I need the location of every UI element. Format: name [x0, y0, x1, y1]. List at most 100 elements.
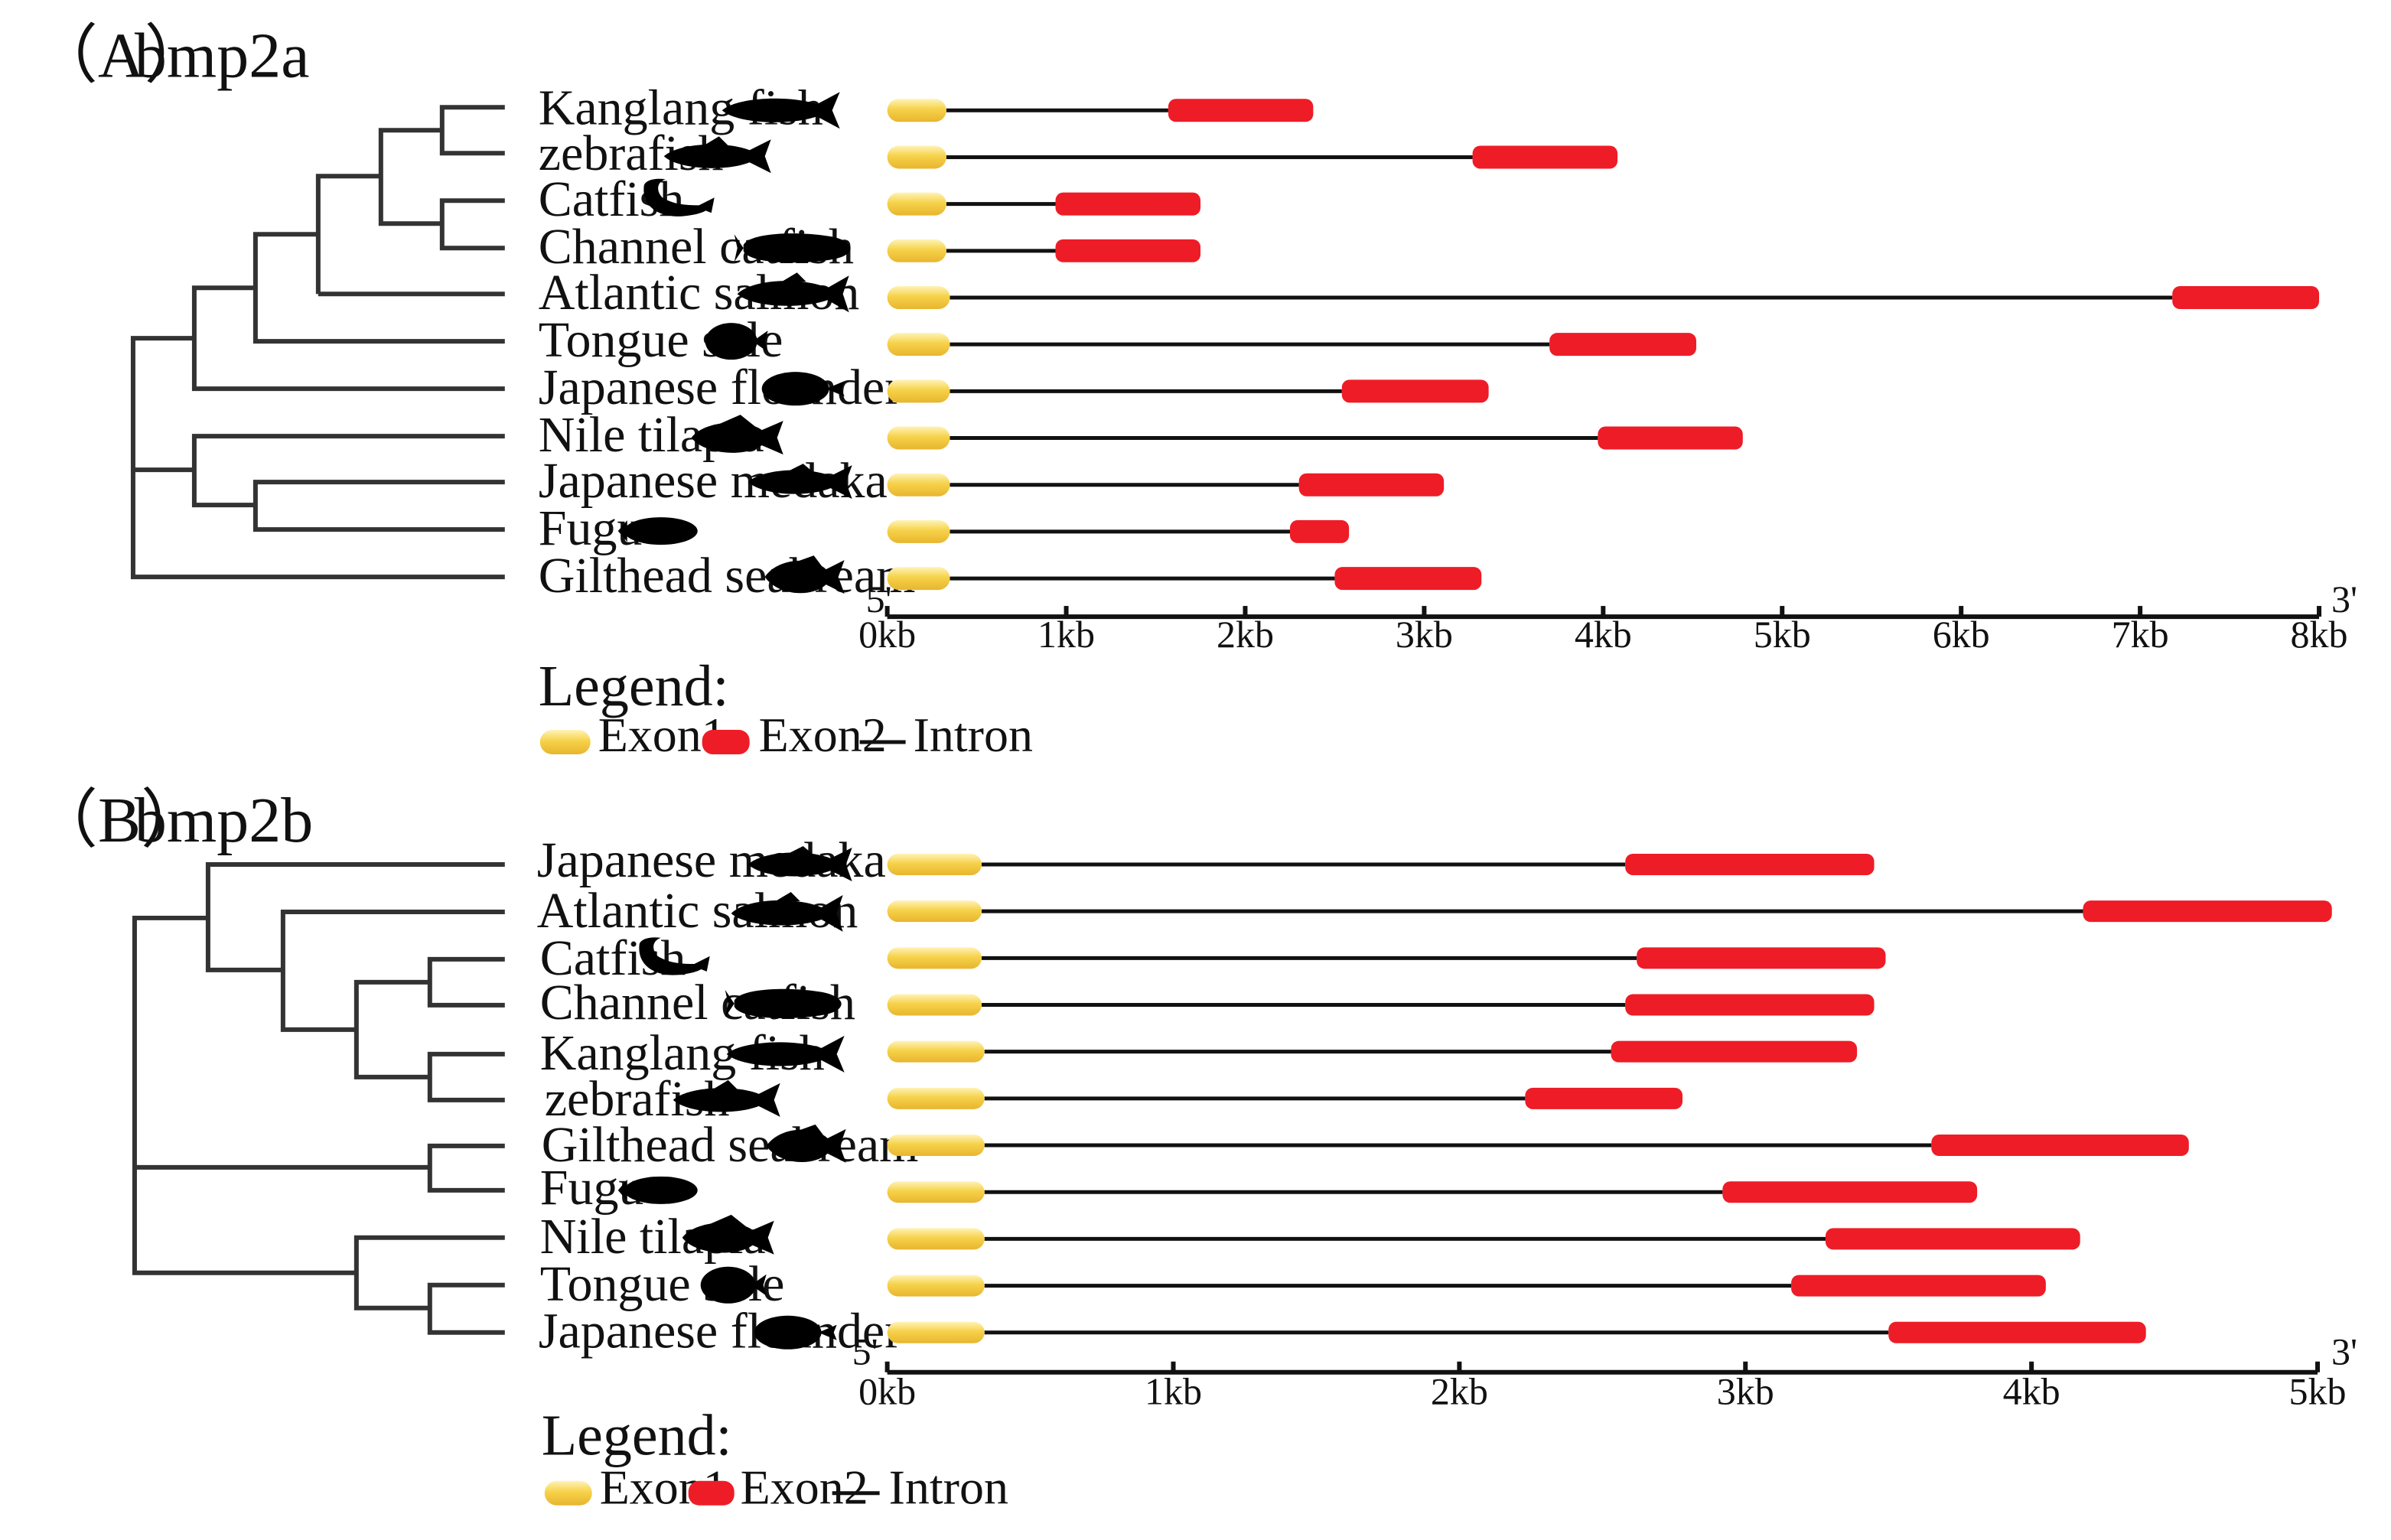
gene-track — [887, 1228, 2080, 1250]
panel-a-gene: bmp2a — [135, 20, 310, 91]
exon2-block — [1289, 519, 1350, 543]
catfish-icon — [643, 178, 715, 217]
exon2-block — [1472, 145, 1618, 169]
panel-b-gene: bmp2b — [135, 785, 313, 856]
exon2-block — [2083, 900, 2332, 923]
gene-track — [887, 1181, 1978, 1203]
gene-track — [887, 286, 2320, 309]
exon1-block — [887, 519, 950, 543]
five-prime-label: 5' — [852, 1330, 878, 1373]
gene-track — [887, 426, 1743, 450]
gene-track — [887, 567, 1482, 591]
exon1-block — [887, 145, 946, 169]
panel-b: （B） bmp2b Japanese medaka Atlantic salmo… — [34, 785, 2357, 1515]
exon2-block — [2172, 286, 2320, 309]
axis-tick-label: 1kb — [1145, 1370, 1202, 1413]
exon2-block — [1549, 333, 1696, 357]
pufferfish-icon — [617, 1176, 698, 1204]
kb-axis-a: 5' 3' 0kb 1kb 2kb 3kb 4kb 5kb 6kb 7kb 8kb — [858, 578, 2357, 656]
pufferfish-icon — [617, 517, 698, 545]
species-label: Gilthead seabream — [542, 1117, 919, 1173]
tilapia-icon — [682, 1214, 774, 1255]
axis-tick-label: 8kb — [2291, 613, 2348, 656]
axis-tick-label: 6kb — [1933, 613, 1990, 656]
gene-track — [887, 145, 1618, 169]
exon1-block — [887, 333, 950, 357]
gene-track — [887, 239, 1200, 262]
gene-tracks-b — [887, 853, 2332, 1343]
exon1-block — [887, 1275, 985, 1297]
exon2-block — [1722, 1181, 1978, 1203]
catfish-icon — [639, 937, 710, 975]
gene-track — [887, 947, 1886, 969]
exon1-block — [887, 1321, 985, 1343]
exon1-block — [887, 1228, 985, 1250]
gene-tracks-a — [887, 99, 2320, 591]
species-label: Catfish — [540, 930, 686, 986]
exon2-block — [1525, 1087, 1683, 1109]
axis-tick-label: 4kb — [2003, 1370, 2060, 1413]
gene-track — [887, 192, 1200, 216]
slender-fish-icon — [726, 1035, 845, 1073]
legend-intron-label: Intron — [914, 708, 1033, 762]
gene-track — [887, 1040, 1858, 1063]
exon1-block — [887, 853, 982, 875]
axis-tick-label: 3kb — [1396, 613, 1453, 656]
exon1-block — [887, 192, 946, 216]
slender-fish-icon — [673, 1079, 780, 1117]
slender-fish-icon — [722, 92, 840, 129]
exon1-block — [887, 239, 946, 262]
exon2-block — [1168, 99, 1314, 122]
phylo-tree-a — [130, 105, 505, 580]
exon1-block — [887, 1040, 985, 1063]
exon1-block — [887, 1087, 985, 1109]
exon2-block — [1931, 1135, 2189, 1157]
gene-track — [887, 519, 1350, 543]
exon2-block — [1791, 1275, 2046, 1297]
fish-silhouettes-a — [617, 92, 852, 594]
exon2-block — [1055, 239, 1200, 262]
salmon-icon — [737, 272, 849, 313]
exon1-block — [887, 426, 950, 450]
legend-title: Legend: — [542, 1404, 732, 1468]
exon1-block — [887, 567, 950, 591]
tilapia-icon — [691, 415, 783, 455]
fish-silhouettes-b — [617, 845, 852, 1350]
exon2-block — [1637, 947, 1886, 969]
slender-fish-icon — [748, 464, 852, 500]
gene-track — [887, 1275, 2046, 1297]
legend-exon2-swatch — [688, 1480, 735, 1506]
exon2-block — [1611, 1040, 1858, 1063]
kb-axis-b: 5' 3' 0kb 1kb 2kb 3kb 4kb 5kb — [852, 1330, 2357, 1413]
legend-title: Legend: — [539, 654, 729, 718]
seabream-icon — [764, 555, 845, 594]
gene-track — [887, 99, 1314, 122]
axis-tick-label: 0kb — [858, 613, 916, 656]
gene-track — [887, 379, 1489, 403]
axis-tick-label: 5kb — [2289, 1370, 2347, 1413]
axis-tick-label: 2kb — [1217, 613, 1274, 656]
three-prime-label: 3' — [2331, 578, 2357, 620]
exon2-block — [1055, 192, 1200, 216]
legend-exon1-swatch — [544, 1480, 592, 1506]
flatfish-icon — [705, 323, 768, 360]
axis-tick-label: 4kb — [1575, 613, 1632, 656]
salmon-icon — [731, 891, 843, 932]
legend-exon1-swatch — [539, 730, 591, 755]
exon1-block — [887, 900, 982, 923]
flatfish-icon — [700, 1266, 767, 1304]
slender-fish-icon — [748, 845, 852, 881]
exon2-block — [1341, 379, 1489, 403]
gene-track — [887, 994, 1875, 1016]
species-label: Gilthead seabream — [539, 548, 916, 604]
phylo-tree-b — [132, 861, 505, 1335]
legend-b: Legend: Exon1 Exon2 Intron — [542, 1404, 1008, 1515]
exon2-block — [1888, 1321, 2146, 1343]
gene-track — [887, 1321, 2146, 1343]
axis-tick-label: 5kb — [1754, 613, 1811, 656]
legend-a: Legend: Exon1 Exon2 Intron — [539, 654, 1033, 762]
slender-fish-icon — [663, 136, 771, 174]
gene-track — [887, 853, 1875, 875]
exon2-block — [1298, 473, 1445, 497]
